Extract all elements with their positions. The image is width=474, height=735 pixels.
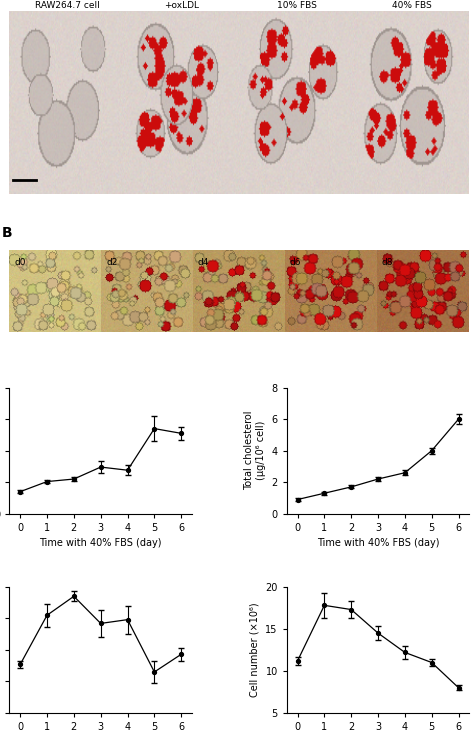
Title: +oxLDL: +oxLDL <box>164 1 200 10</box>
Title: 40% FBS: 40% FBS <box>392 1 432 10</box>
Text: d4: d4 <box>198 258 210 267</box>
Text: d0: d0 <box>14 258 26 267</box>
Title: RAW264.7 cell: RAW264.7 cell <box>35 1 100 10</box>
Y-axis label: Total cholesterol
(μg/10⁶ cell): Total cholesterol (μg/10⁶ cell) <box>245 411 266 490</box>
X-axis label: Time with 40% FBS (day): Time with 40% FBS (day) <box>317 538 439 548</box>
Text: d2: d2 <box>106 258 118 267</box>
X-axis label: Time with 40% FBS (day): Time with 40% FBS (day) <box>39 538 162 548</box>
Y-axis label: Cell number (×10⁶): Cell number (×10⁶) <box>250 603 260 698</box>
Text: d8: d8 <box>382 258 393 267</box>
Text: B: B <box>2 226 13 240</box>
Text: d6: d6 <box>290 258 301 267</box>
Title: 10% FBS: 10% FBS <box>277 1 317 10</box>
